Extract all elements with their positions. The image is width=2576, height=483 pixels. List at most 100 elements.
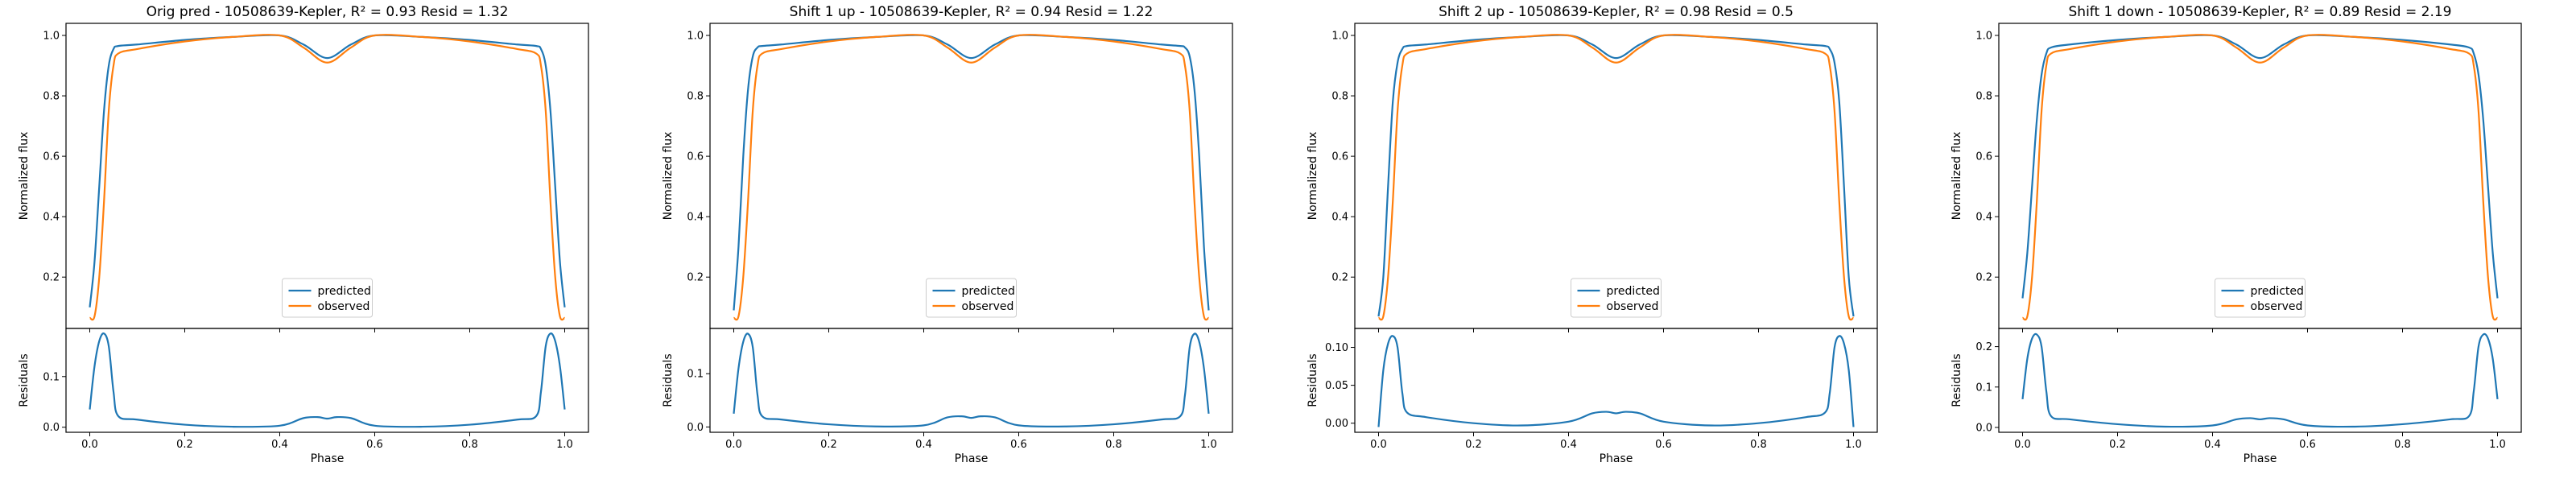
series-line-residuals	[89, 332, 566, 428]
residual-tick-label: 0.1	[43, 371, 60, 383]
residual-axes-frame	[709, 328, 1233, 433]
legend-label-observed: observed	[2251, 300, 2303, 313]
residual-axes-frame	[65, 328, 589, 433]
y-tick-label: 0.2	[687, 272, 704, 284]
x-tick-label: 0.2	[1465, 439, 1482, 451]
legend-box	[2215, 278, 2306, 318]
chart-panel-3: Shift 2 up - 10508639-Kepler, R² = 0.98 …	[1307, 4, 1878, 465]
series-line-residuals	[733, 332, 1210, 427]
y-tick-label: 0.4	[687, 212, 704, 224]
y-tick-label: 0.8	[1975, 91, 1992, 103]
legend: predicted observed	[2215, 278, 2306, 318]
x-tick-label: 1.0	[1200, 439, 1217, 451]
legend-label-observed: observed	[1607, 300, 1659, 313]
y-tick-label: 1.0	[43, 31, 60, 43]
chart-panel-1: Orig pred - 10508639-Kepler, R² = 0.93 R…	[18, 4, 589, 465]
x-tick-label: 0.0	[725, 439, 742, 451]
series-line-predicted	[733, 34, 1210, 311]
residual-tick-label: 0.2	[1975, 341, 1992, 353]
residual-tick-label: 0.00	[1325, 418, 1348, 430]
chart-title: Shift 2 up - 10508639-Kepler, R² = 0.98 …	[1439, 4, 1794, 20]
series-line-observed	[733, 34, 1210, 321]
y-tick-label: 0.2	[43, 272, 60, 284]
residual-tick-label: 0.0	[687, 422, 704, 434]
residual-axis-label: Residuals	[662, 353, 675, 407]
residual-tick-label: 0.1	[1975, 382, 1992, 394]
y-axis-label: Normalized flux	[1951, 132, 1963, 221]
series-line-predicted	[89, 34, 566, 308]
x-axis-label: Phase	[311, 452, 345, 465]
x-tick-label: 0.4	[271, 439, 288, 451]
y-tick-label: 0.8	[1331, 91, 1348, 103]
y-tick-label: 0.4	[43, 212, 60, 224]
y-tick-label: 0.2	[1331, 272, 1348, 284]
x-tick-label: 0.2	[176, 439, 193, 451]
x-axis-label: Phase	[2244, 452, 2277, 465]
x-tick-label: 0.8	[1105, 439, 1122, 451]
y-tick-label: 0.6	[1975, 151, 1992, 163]
x-tick-label: 0.2	[820, 439, 837, 451]
y-tick-label: 0.8	[687, 91, 704, 103]
residual-tick-label: 0.05	[1325, 380, 1348, 392]
x-tick-label: 0.8	[2394, 439, 2411, 451]
residual-tick-label: 0.0	[1975, 422, 1992, 434]
series-line-predicted	[2021, 34, 2499, 299]
chart-panel-4: Shift 1 down - 10508639-Kepler, R² = 0.8…	[1951, 4, 2522, 465]
x-tick-label: 0.6	[366, 439, 383, 451]
y-tick-label: 0.8	[43, 91, 60, 103]
legend-label-observed: observed	[318, 300, 370, 313]
residual-tick-label: 0.1	[687, 369, 704, 381]
residual-tick-label: 0.0	[43, 422, 60, 434]
series-line-observed	[1377, 34, 1855, 321]
y-tick-label: 1.0	[1331, 31, 1348, 43]
legend-label-predicted: predicted	[318, 285, 371, 298]
x-tick-label: 0.4	[915, 439, 932, 451]
x-tick-label: 0.2	[2109, 439, 2126, 451]
x-tick-label: 0.6	[1010, 439, 1027, 451]
legend-box	[1571, 278, 1662, 318]
legend-label-predicted: predicted	[962, 285, 1015, 298]
y-tick-label: 0.6	[1331, 151, 1348, 163]
x-tick-label: 0.0	[1370, 439, 1387, 451]
legend-box	[926, 278, 1017, 318]
x-tick-label: 0.0	[81, 439, 98, 451]
residual-axis-label: Residuals	[1951, 353, 1963, 407]
y-axis-label: Normalized flux	[18, 132, 31, 221]
legend-label-predicted: predicted	[1607, 285, 1660, 298]
series-line-predicted	[1377, 34, 1855, 317]
residual-axes-frame	[1354, 328, 1878, 433]
chart-title: Orig pred - 10508639-Kepler, R² = 0.93 R…	[147, 4, 509, 20]
x-tick-label: 0.4	[2204, 439, 2221, 451]
y-tick-label: 1.0	[1975, 31, 1992, 43]
x-tick-label: 0.8	[461, 439, 478, 451]
y-tick-label: 0.6	[43, 151, 60, 163]
y-tick-label: 0.4	[1975, 212, 1992, 224]
x-axis-label: Phase	[955, 452, 989, 465]
y-axis-label: Normalized flux	[662, 132, 675, 221]
residual-tick-label: 0.10	[1325, 342, 1348, 354]
series-line-observed	[89, 34, 566, 321]
legend: predicted observed	[282, 278, 373, 318]
y-tick-label: 0.4	[1331, 212, 1348, 224]
chart-panel-2: Shift 1 up - 10508639-Kepler, R² = 0.94 …	[662, 4, 1233, 465]
series-line-observed	[2021, 34, 2499, 321]
residual-axis-label: Residuals	[18, 353, 31, 407]
x-tick-label: 0.4	[1560, 439, 1577, 451]
y-tick-label: 1.0	[687, 31, 704, 43]
y-axis-label: Normalized flux	[1307, 132, 1319, 221]
x-tick-label: 0.8	[1750, 439, 1767, 451]
x-tick-label: 0.6	[1655, 439, 1672, 451]
residual-axis-label: Residuals	[1307, 353, 1319, 407]
legend: predicted observed	[926, 278, 1017, 318]
x-tick-label: 0.0	[2014, 439, 2031, 451]
chart-title: Shift 1 down - 10508639-Kepler, R² = 0.8…	[2069, 4, 2452, 20]
series-line-residuals	[2021, 332, 2499, 428]
legend-label-predicted: predicted	[2251, 285, 2304, 298]
x-tick-label: 0.6	[2299, 439, 2316, 451]
x-tick-label: 1.0	[556, 439, 573, 451]
legend: predicted observed	[1571, 278, 1662, 318]
chart-title: Shift 1 up - 10508639-Kepler, R² = 0.94 …	[790, 4, 1154, 20]
y-tick-label: 0.2	[1975, 272, 1992, 284]
series-line-residuals	[1377, 335, 1855, 427]
